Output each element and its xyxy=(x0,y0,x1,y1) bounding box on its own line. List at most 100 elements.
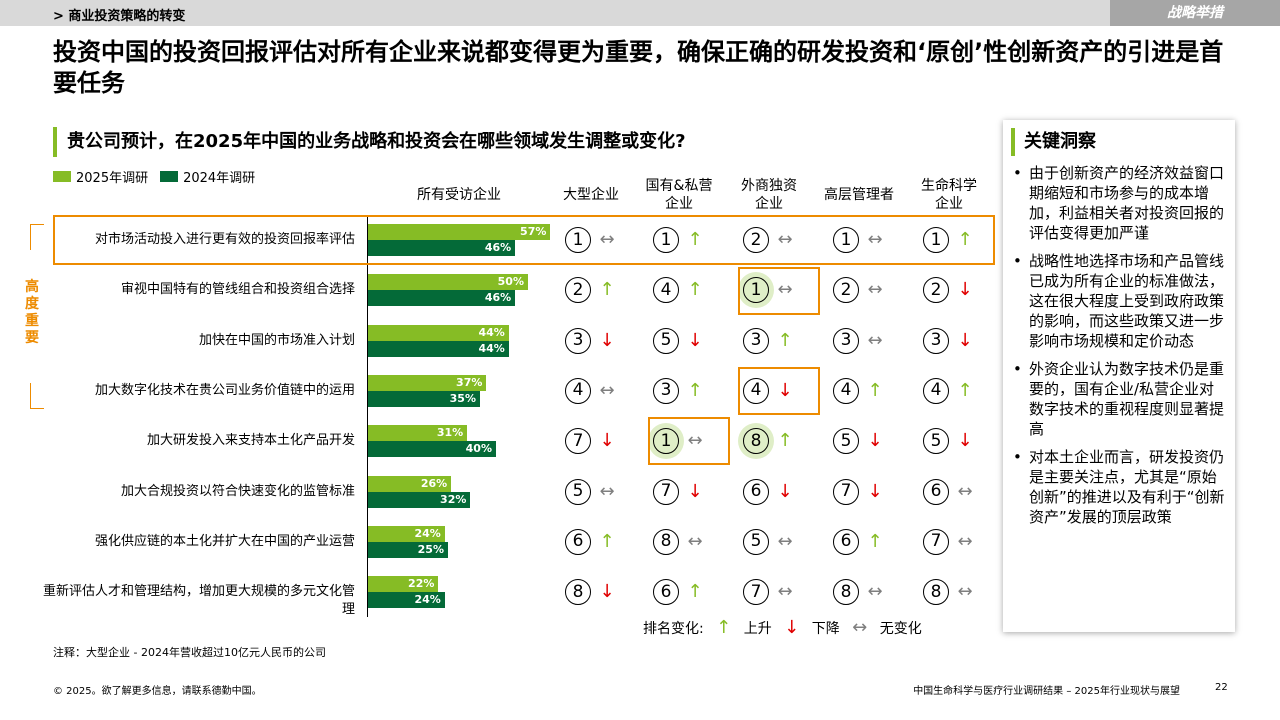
arrow-down-icon: ↓ xyxy=(867,430,883,452)
rank-change-down-label: 下降 xyxy=(811,621,840,637)
bar-2025: 44% xyxy=(368,324,509,341)
row-label: 强化供应链的本土化并扩大在中国的产业运营 xyxy=(94,533,355,549)
arrow-same-icon: ↔ xyxy=(687,530,703,552)
row-label: 加大合规投资以符合快速变化的监管标准 xyxy=(120,483,355,499)
arrow-same-icon: ↔ xyxy=(777,229,793,250)
bar-2024: 40% xyxy=(368,441,496,458)
rank-number: 8 xyxy=(833,579,859,606)
chart-axis xyxy=(367,215,368,617)
arrow-up-icon: ↑ xyxy=(957,229,973,250)
rank-number: 6 xyxy=(565,528,591,555)
row-label: 加快在中国的市场准入计划 xyxy=(198,332,355,348)
arrow-same-icon: ↔ xyxy=(777,530,793,552)
rank-cell: 8 ↑ xyxy=(740,424,798,458)
arrow-up-icon: ↑ xyxy=(599,279,615,301)
legend-label-2024: 2024年调研 xyxy=(183,171,256,186)
rank-cell: 2 ↔ xyxy=(830,273,888,307)
rank-change-up-label: 上升 xyxy=(743,621,772,637)
arrow-down-icon: ↓ xyxy=(784,617,800,638)
section-tag: 战略举措 xyxy=(1110,0,1280,26)
rank-number: 3 xyxy=(833,327,859,354)
arrow-same-icon: ↔ xyxy=(777,279,793,301)
arrow-down-icon: ↓ xyxy=(687,329,703,351)
rank-cell: 8 ↓ xyxy=(562,575,620,609)
rank-number: 6 xyxy=(923,478,949,505)
highlight-box-foreign-rank-2 xyxy=(738,267,820,315)
rank-cell: 6 ↑ xyxy=(650,575,708,609)
arrow-both-icon: ↔ xyxy=(852,617,868,638)
bar-2025: 50% xyxy=(368,274,528,291)
rank-cell: 2 ↓ xyxy=(920,273,978,307)
rank-cell: 4 ↑ xyxy=(650,273,708,307)
insight-list: 由于创新资产的经济效益窗口期缩短和市场参与的成本增加，利益相关者对投资回报的评估… xyxy=(1011,163,1229,535)
legend-swatch-2025 xyxy=(53,171,71,182)
rank-cell: 7 ↔ xyxy=(920,525,978,559)
rank-number: 1 xyxy=(743,277,769,304)
arrow-same-icon: ↔ xyxy=(867,279,883,301)
rank-number: 8 xyxy=(653,528,679,555)
rank-number: 7 xyxy=(653,478,679,505)
highlight-box-foreign-rank-4 xyxy=(738,367,820,415)
rank-number: 4 xyxy=(743,377,769,404)
row-label: 加大数字化技术在贵公司业务价值链中的运用 xyxy=(94,382,355,398)
rank-cell: 8 ↔ xyxy=(650,525,708,559)
rank-number: 5 xyxy=(833,428,859,455)
bar-2024: 32% xyxy=(368,491,471,508)
rank-cell: 5 ↔ xyxy=(740,525,798,559)
rank-cell: 6 ↑ xyxy=(562,525,620,559)
rank-cell: 3 ↑ xyxy=(650,374,708,408)
focus-label: 高度重要 xyxy=(25,279,39,346)
legend-label-2025: 2025年调研 xyxy=(76,171,149,186)
rank-number: 7 xyxy=(923,528,949,555)
rank-cell: 1 ↔ xyxy=(830,223,888,257)
chart-note: 注释：大型企业 - 2024年营收超过10亿元人民币的公司 xyxy=(53,646,326,659)
row-label: 对市场活动投入进行更有效的投资回报率评估 xyxy=(94,232,355,247)
bar-2024: 46% xyxy=(368,240,516,256)
arrow-same-icon: ↔ xyxy=(867,229,883,250)
rank-cell: 8 ↔ xyxy=(830,575,888,609)
rank-cell: 5 ↓ xyxy=(830,424,888,458)
arrow-same-icon: ↔ xyxy=(957,530,973,552)
rank-number: 3 xyxy=(923,327,949,354)
legend-swatch-2024 xyxy=(160,171,179,182)
rank-number: 7 xyxy=(743,579,769,606)
arrow-same-icon: ↔ xyxy=(777,581,793,603)
rank-cell: 7 ↓ xyxy=(650,475,708,509)
arrow-down-icon: ↓ xyxy=(867,480,883,502)
highlight-box-state-rank-5 xyxy=(648,417,730,465)
rank-number: 2 xyxy=(923,277,949,304)
arrow-same-icon: ↔ xyxy=(957,581,973,603)
arrow-same-icon: ↔ xyxy=(687,430,703,452)
rank-number: 1 xyxy=(565,227,591,253)
rank-number: 3 xyxy=(743,327,769,354)
column-header-all: 所有受访企业 xyxy=(417,187,501,203)
focus-bracket-top xyxy=(30,224,44,250)
rank-cell: 3 ↑ xyxy=(740,324,798,358)
rank-number: 6 xyxy=(653,579,679,606)
rank-number: 8 xyxy=(743,428,769,455)
rank-cell: 3 ↔ xyxy=(830,324,888,358)
focus-bracket-bottom xyxy=(30,383,44,409)
footer-report-title: 中国生命科学与医疗行业调研结果 – 2025年行业现状与展望 xyxy=(913,686,1180,697)
page-number: 22 xyxy=(1215,682,1228,693)
rank-number: 5 xyxy=(653,327,679,354)
rank-number: 1 xyxy=(923,227,949,253)
bar-2024: 46% xyxy=(368,290,516,307)
rank-cell: 1 ↑ xyxy=(650,223,708,257)
rank-cell: 7 ↔ xyxy=(740,575,798,609)
rank-cell: 4 ↔ xyxy=(562,374,620,408)
rank-cell: 3 ↓ xyxy=(562,324,620,358)
column-header-rank-1: 大型企业 xyxy=(563,187,619,203)
bar-2024: 35% xyxy=(368,390,480,407)
breadcrumb: > 商业投资策略的转变 xyxy=(53,9,186,24)
rank-cell: 4 ↑ xyxy=(830,374,888,408)
rank-number: 3 xyxy=(565,327,591,354)
rank-cell: 6 ↓ xyxy=(740,475,798,509)
insight-bullet: 对本土企业而言，研发投资仍是主要关注点，尤其是“原始创新”的推进以及有利于“创新… xyxy=(1011,447,1229,527)
arrow-up-icon: ↑ xyxy=(867,379,883,401)
arrow-up-icon: ↑ xyxy=(777,329,793,351)
arrow-down-icon: ↓ xyxy=(777,480,793,502)
arrow-same-icon: ↔ xyxy=(599,480,615,502)
rank-number: 2 xyxy=(833,277,859,304)
highlight-box-row-1 xyxy=(53,215,995,265)
